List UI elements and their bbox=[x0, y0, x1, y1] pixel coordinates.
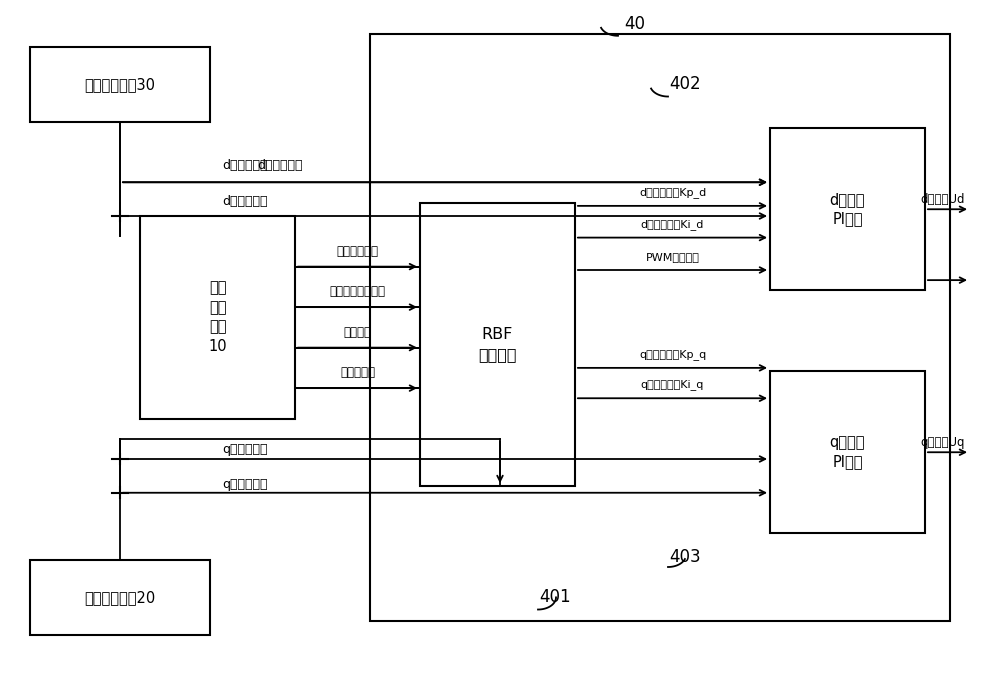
Text: 第三获取模块30: 第三获取模块30 bbox=[84, 77, 156, 92]
FancyBboxPatch shape bbox=[140, 216, 295, 418]
Text: 车辆速度: 车辆速度 bbox=[344, 326, 372, 339]
FancyBboxPatch shape bbox=[30, 560, 210, 634]
Text: q轴积分系数Ki_q: q轴积分系数Ki_q bbox=[641, 379, 704, 390]
Text: q轴实际电流: q轴实际电流 bbox=[222, 479, 268, 491]
Text: 制动踏板开度: 制动踏板开度 bbox=[337, 245, 379, 258]
Text: d轴实际电流: d轴实际电流 bbox=[257, 159, 303, 172]
Text: q轴比例系数Kp_q: q轴比例系数Kp_q bbox=[639, 349, 706, 360]
FancyBboxPatch shape bbox=[30, 47, 210, 122]
Text: d轴积分系数Ki_d: d轴积分系数Ki_d bbox=[641, 219, 704, 230]
Text: d轴电流
PI控制: d轴电流 PI控制 bbox=[830, 192, 865, 227]
Text: d轴比例系数Kp_d: d轴比例系数Kp_d bbox=[639, 187, 706, 198]
Text: 401: 401 bbox=[539, 589, 571, 606]
Text: q轴给定电流: q轴给定电流 bbox=[222, 443, 268, 456]
Text: PWM开关频率: PWM开关频率 bbox=[646, 252, 699, 262]
Text: d轴电压Ud: d轴电压Ud bbox=[920, 193, 965, 206]
FancyBboxPatch shape bbox=[370, 34, 950, 621]
FancyBboxPatch shape bbox=[770, 371, 925, 533]
Text: 第二获取模块20: 第二获取模块20 bbox=[84, 590, 156, 605]
Text: 第一
获取
模块
10: 第一 获取 模块 10 bbox=[208, 280, 227, 354]
FancyBboxPatch shape bbox=[770, 128, 925, 290]
Text: 动力电池外部电压: 动力电池外部电压 bbox=[330, 286, 386, 298]
Text: q轴电流
PI控制: q轴电流 PI控制 bbox=[830, 435, 865, 470]
Text: 车辆加速度: 车辆加速度 bbox=[340, 367, 375, 379]
Text: 40: 40 bbox=[624, 15, 646, 32]
Text: q轴电压Uq: q轴电压Uq bbox=[920, 436, 965, 449]
Text: RBF
神经网络: RBF 神经网络 bbox=[478, 327, 517, 362]
Text: 403: 403 bbox=[669, 548, 701, 566]
Text: d轴实际电流: d轴实际电流 bbox=[222, 159, 268, 172]
Text: 402: 402 bbox=[669, 76, 701, 93]
Text: d轴给定电流: d轴给定电流 bbox=[222, 195, 268, 208]
FancyBboxPatch shape bbox=[420, 202, 575, 486]
